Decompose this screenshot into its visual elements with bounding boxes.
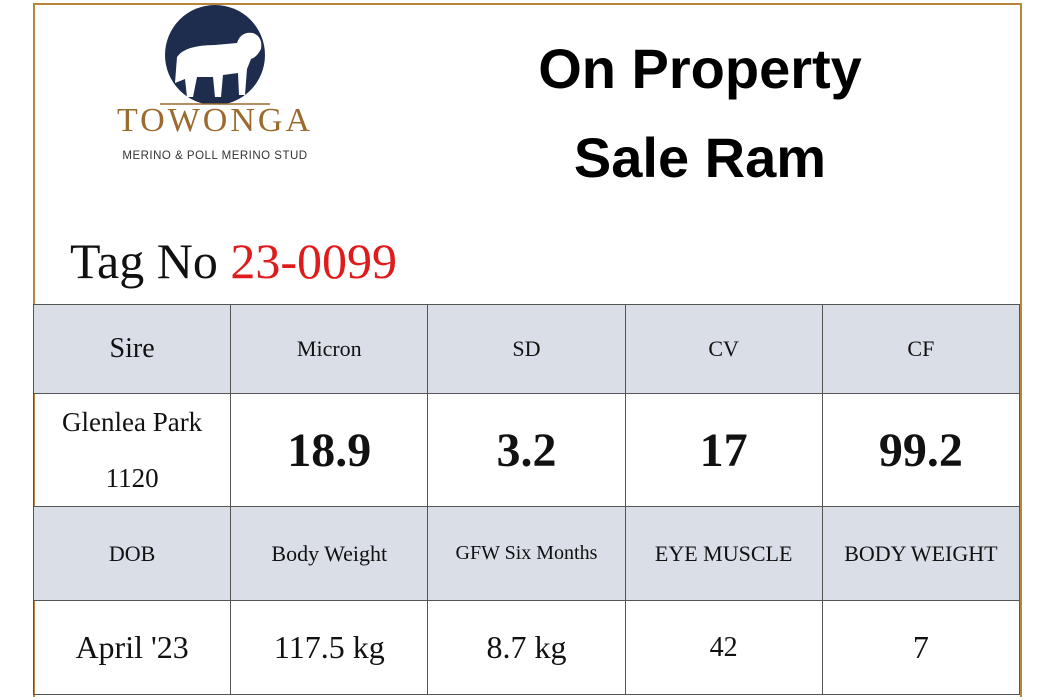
- brand-tagline: MERINO & POLL MERINO STUD: [122, 150, 308, 162]
- table-row: April '23 117.5 kg 8.7 kg 42 7: [32, 600, 1021, 695]
- spec-table: Sire Micron SD CV CF Glenlea Park 1120 1…: [32, 304, 1021, 695]
- table-cell: 7: [821, 600, 1021, 695]
- table-cell: BODY WEIGHT: [821, 506, 1021, 601]
- brand-name: TOWONGA: [116, 102, 313, 139]
- table-cell: CF: [821, 304, 1021, 394]
- tag-number: 23-0099: [230, 233, 398, 289]
- table-cell: 3.2: [427, 393, 626, 507]
- table-cell: Sire: [32, 304, 232, 394]
- table-row: Glenlea Park 1120 18.9 3.2 17 99.2: [32, 393, 1021, 507]
- table-cell: CV: [624, 304, 823, 394]
- table-cell: 17: [624, 393, 823, 507]
- tag-line: Tag No 23-0099: [70, 232, 397, 290]
- table-cell: SD: [427, 304, 626, 394]
- table-cell: Body Weight: [230, 506, 429, 601]
- table-cell: 42: [624, 600, 823, 695]
- table-cell: 117.5 kg: [230, 600, 429, 695]
- table-cell: 18.9: [230, 393, 429, 507]
- table-cell: 8.7 kg: [427, 600, 626, 695]
- table-cell: GFW Six Months: [427, 506, 626, 601]
- table-cell: 99.2: [821, 393, 1021, 507]
- logo: [105, 5, 325, 105]
- tag-label: Tag No: [70, 233, 218, 289]
- title-line: Sale Ram: [573, 126, 827, 189]
- table-cell: EYE MUSCLE: [624, 506, 823, 601]
- table-row: Sire Micron SD CV CF: [32, 304, 1021, 394]
- table-cell: Glenlea Park 1120: [32, 393, 232, 507]
- table-cell: Micron: [230, 304, 429, 394]
- title-line: On Property: [538, 37, 862, 100]
- table-cell: April '23: [32, 600, 232, 695]
- table-row: DOB Body Weight GFW Six Months EYE MUSCL…: [32, 506, 1021, 601]
- table-cell: DOB: [32, 506, 232, 601]
